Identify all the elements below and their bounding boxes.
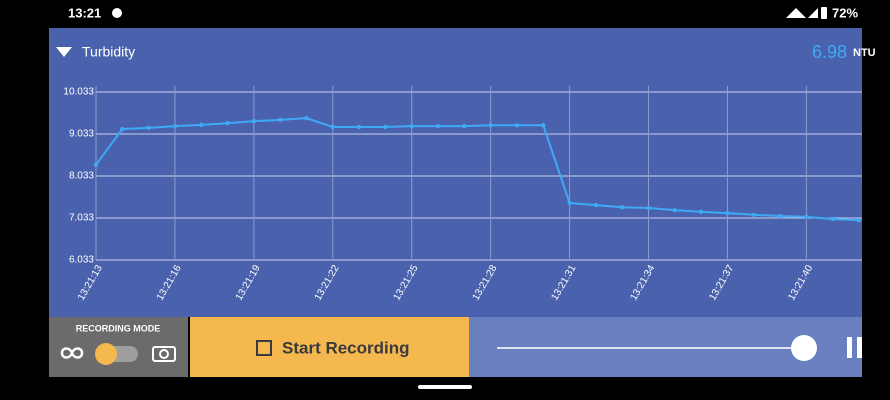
- y-tick-label: 10.033: [63, 87, 94, 98]
- data-point: [172, 123, 178, 129]
- data-point: [646, 205, 651, 211]
- y-tick-label: 9.033: [69, 129, 94, 140]
- data-point: [462, 123, 467, 129]
- home-indicator[interactable]: [418, 385, 472, 389]
- sensor-reading: 6.98: [812, 42, 847, 62]
- sensor-unit: NTU: [853, 47, 876, 59]
- data-point: [199, 122, 204, 128]
- pause-icon[interactable]: [857, 337, 862, 358]
- data-point: [435, 123, 441, 129]
- data-point: [725, 210, 730, 216]
- data-point: [251, 118, 257, 124]
- y-tick-label: 6.033: [69, 255, 94, 266]
- data-point: [593, 202, 599, 208]
- collapse-icon[interactable]: [56, 47, 72, 57]
- data-point: [804, 214, 809, 220]
- chart-panel: [49, 28, 862, 317]
- data-point: [698, 209, 704, 215]
- data-point: [409, 123, 414, 129]
- data-point: [277, 117, 283, 123]
- recording-mode-label: RECORDING MODE: [76, 323, 161, 333]
- data-point: [751, 212, 756, 217]
- battery-icon: [821, 7, 827, 19]
- data-point: [567, 200, 572, 206]
- data-point: [383, 124, 388, 130]
- data-point: [225, 121, 230, 126]
- y-tick-label: 8.033: [69, 171, 94, 182]
- data-point: [541, 123, 546, 128]
- data-point: [120, 126, 125, 132]
- camera-icon[interactable]: [152, 346, 176, 362]
- notification-icon: [112, 8, 122, 18]
- status-time: 13:21: [68, 5, 101, 20]
- start-icon: [256, 340, 272, 356]
- continuous-icon[interactable]: [60, 347, 84, 359]
- signal-icon: [808, 8, 818, 18]
- data-line: [95, 117, 860, 222]
- data-point: [488, 123, 493, 128]
- data-point: [304, 115, 309, 121]
- pause-icon[interactable]: [847, 337, 852, 358]
- start-button[interactable]: [190, 317, 469, 377]
- data-point: [620, 205, 625, 210]
- status-battery: 72%: [832, 5, 858, 20]
- data-point: [330, 124, 335, 130]
- sensor-name[interactable]: Turbidity: [82, 44, 135, 60]
- data-point: [777, 213, 783, 219]
- data-point: [672, 207, 678, 213]
- scrub-knob[interactable]: [791, 335, 817, 361]
- data-point: [146, 125, 151, 131]
- camera-lens: [159, 349, 169, 359]
- start-button-label[interactable]: Start Recording: [282, 338, 410, 357]
- wifi-icon: [786, 8, 806, 18]
- data-point: [856, 218, 862, 223]
- data-point: [93, 162, 99, 167]
- mode-toggle-knob[interactable]: [95, 343, 117, 365]
- y-tick-label: 7.033: [69, 213, 94, 224]
- data-point: [514, 123, 520, 128]
- data-point: [830, 216, 835, 222]
- data-point: [356, 124, 362, 130]
